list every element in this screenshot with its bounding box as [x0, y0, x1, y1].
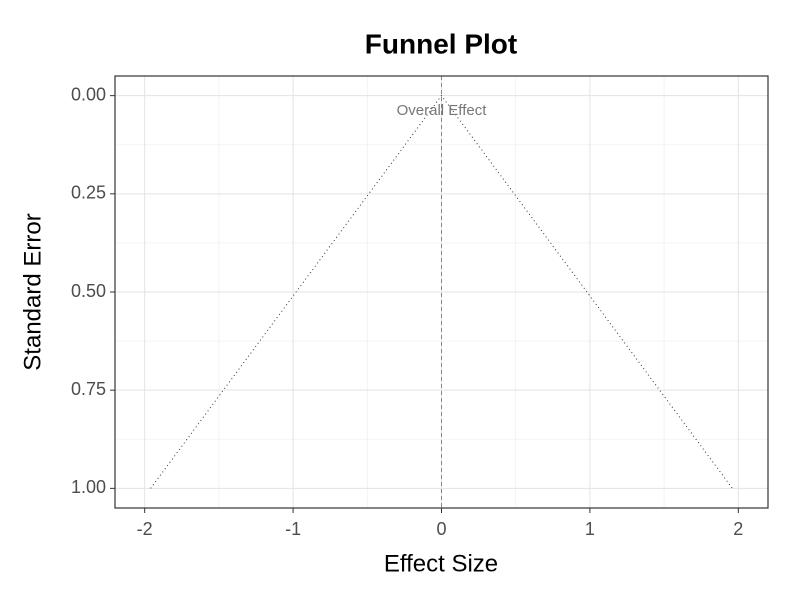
y-tick-label: 0.50 [71, 281, 106, 301]
y-tick-label: 0.75 [71, 379, 106, 399]
y-tick-label: 0.00 [71, 84, 106, 104]
panel-border [114, 75, 769, 509]
x-tick-label: 1 [585, 519, 595, 539]
x-tick-label: 0 [436, 519, 446, 539]
x-tick-label: 2 [733, 519, 743, 539]
funnel-line [150, 94, 733, 489]
x-tick-label: -1 [285, 519, 301, 539]
x-tick-label: -2 [137, 519, 153, 539]
chart-title: Funnel Plot [365, 28, 517, 59]
x-axis-title: Effect Size [384, 550, 498, 577]
y-tick-label: 1.00 [71, 477, 106, 497]
y-axis-title: Standard Error [19, 213, 46, 370]
y-tick-label: 0.25 [71, 183, 106, 203]
reference-label: Overall Effect [397, 102, 488, 119]
